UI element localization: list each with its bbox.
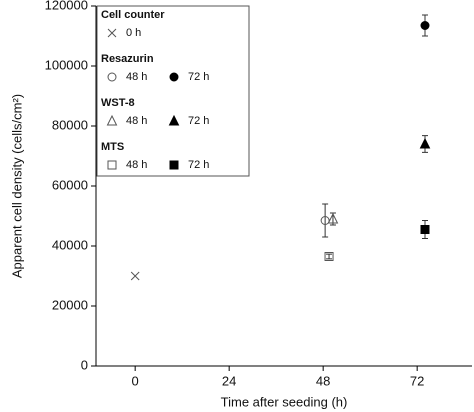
legend-label: 72 h — [188, 115, 209, 127]
legend-label: 48 h — [126, 115, 147, 127]
x-tick-label: 72 — [410, 373, 424, 388]
legend-marker — [107, 72, 117, 82]
legend-group-title: Cell counter — [101, 9, 165, 21]
legend-label: 72 h — [188, 71, 209, 83]
legend-label: 48 h — [126, 159, 147, 171]
y-tick-label: 60000 — [52, 177, 88, 192]
x-axis-label: Time after seeding (h) — [221, 394, 348, 409]
point — [419, 137, 431, 149]
y-tick-label: 40000 — [52, 237, 88, 252]
error-bar — [322, 203, 329, 238]
error-bar — [326, 253, 333, 260]
point — [420, 225, 430, 234]
x-tick-label: 24 — [222, 373, 236, 388]
legend-group-title: WST-8 — [101, 97, 135, 109]
legend — [96, 5, 250, 177]
y-tick-label: 100000 — [45, 57, 88, 72]
x-tick-label: 0 — [132, 373, 139, 388]
legend-label: 72 h — [188, 159, 209, 171]
legend-marker — [107, 160, 117, 170]
legend-marker — [169, 72, 179, 82]
point — [324, 252, 334, 261]
legend-marker — [107, 28, 117, 38]
legend-marker — [168, 114, 180, 126]
legend-label: 48 h — [126, 71, 147, 83]
point — [320, 216, 330, 225]
y-tick-label: 120000 — [45, 0, 88, 12]
legend-label: 0 h — [126, 27, 141, 39]
point — [130, 271, 140, 281]
legend-marker — [106, 114, 118, 126]
y-tick-label: 0 — [81, 357, 88, 372]
legend-group-title: Resazurin — [101, 53, 154, 65]
legend-group-title: MTS — [101, 141, 124, 153]
y-axis-label: Apparent cell density (cells/cm²) — [9, 94, 24, 278]
y-tick-label: 80000 — [52, 117, 88, 132]
legend-marker — [169, 160, 179, 170]
point — [327, 212, 339, 224]
y-tick-label: 20000 — [52, 297, 88, 312]
point — [420, 21, 430, 30]
x-tick-label: 48 — [316, 373, 330, 388]
